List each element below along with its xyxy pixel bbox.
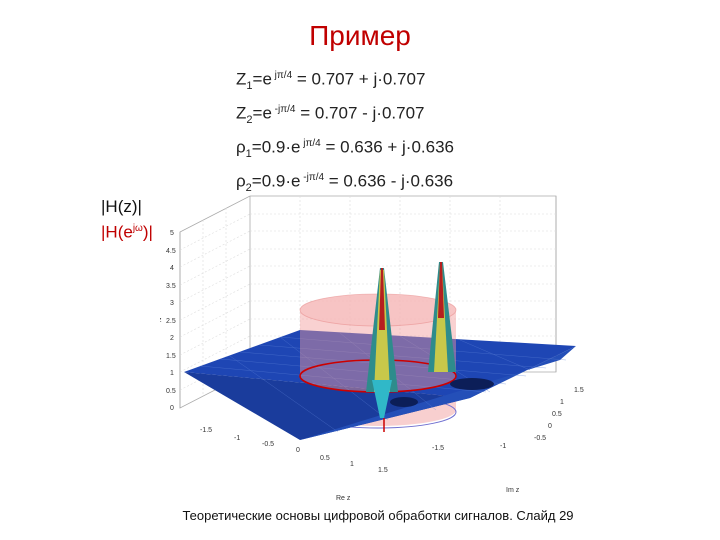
legend-hz: |H(z)|	[101, 197, 142, 216]
formula-line: ρ1=0.9·e jπ/4 = 0.636 + j·0.636	[236, 137, 455, 161]
im-tick: 1.5	[574, 387, 584, 394]
im-tick: 1	[560, 399, 564, 406]
z-tick: 3	[170, 300, 174, 307]
z-axis-label: z	[160, 317, 162, 324]
z-tick: 1	[170, 370, 174, 377]
re-tick: 1	[350, 461, 354, 468]
formula-line: ρ2=0.9·e -jπ/4 = 0.636 - j·0.636	[236, 171, 454, 195]
formula-line: Z1=e jπ/4 = 0.707 + j·0.707	[236, 69, 426, 93]
re-axis-label: Re z	[336, 495, 351, 502]
re-tick: -0.5	[262, 441, 274, 448]
im-tick: -1.5	[432, 445, 444, 452]
re-tick: 0	[296, 447, 300, 454]
z-tick: 1.5	[166, 353, 176, 360]
im-tick: 0.5	[552, 411, 562, 418]
slide-title: Пример	[309, 20, 411, 51]
z-tick: 0	[170, 405, 174, 412]
z-tick: 4.5	[166, 248, 176, 255]
formula-line: Z2=e -jπ/4 = 0.707 - j·0.707	[236, 103, 425, 127]
surface-plot-3d: 5 4.5 4 3.5 3 2.5 2 1.5 1 0.5 0 z -1.5 -…	[160, 195, 584, 502]
im-tick: -0.5	[534, 435, 546, 442]
pole-peak-far	[428, 262, 456, 372]
formula-list: Z1=e jπ/4 = 0.707 + j·0.707 Z2=e -jπ/4 =…	[236, 64, 454, 200]
legend-hejw: |H(ejω)|	[101, 222, 153, 242]
im-axis-label: Im z	[506, 487, 520, 494]
plot-legend: |H(z)| |H(ejω)|	[101, 196, 153, 244]
re-tick: -1	[234, 435, 240, 442]
slide-footer: Теоретические основы цифровой обработки …	[182, 508, 574, 523]
z-tick: 5	[170, 230, 174, 237]
im-tick: -1	[500, 443, 506, 450]
z-tick: 3.5	[166, 283, 176, 290]
pole-peak-near	[366, 268, 398, 418]
re-tick: 0.5	[320, 455, 330, 462]
z-tick: 4	[170, 265, 174, 272]
re-tick: 1.5	[378, 467, 388, 474]
im-tick: 0	[548, 423, 552, 430]
z-tick: 2.5	[166, 318, 176, 325]
z-tick: 0.5	[166, 388, 176, 395]
z-tick: 2	[170, 335, 174, 342]
re-tick: -1.5	[200, 427, 212, 434]
zero-dip	[390, 378, 494, 407]
